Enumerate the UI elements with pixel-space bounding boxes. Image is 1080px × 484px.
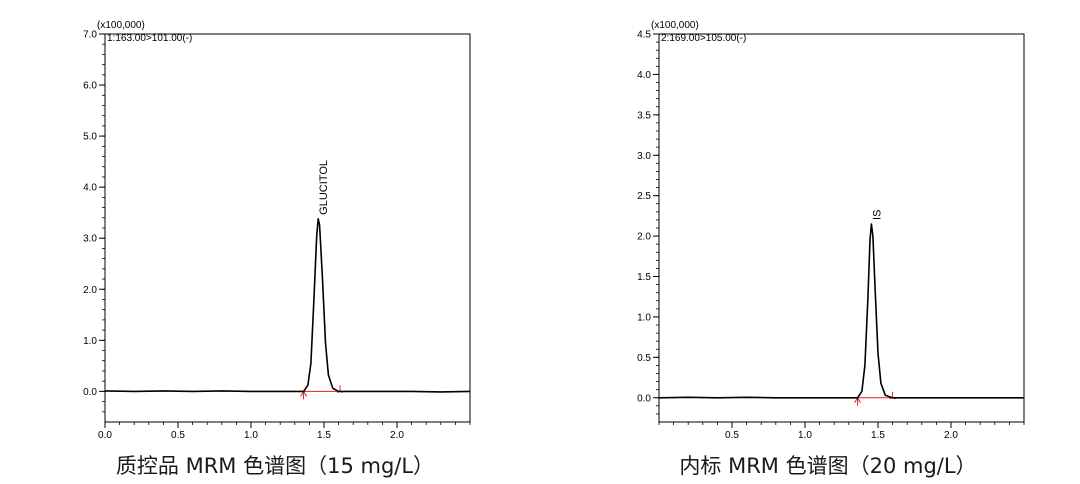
y-tick-label: 1.0 [637,312,651,323]
y-tick-label: 4.5 [637,30,651,41]
y-tick-label: 6.0 [83,81,97,92]
y-tick-label: 3.0 [83,234,97,245]
chart-panel-2: 0.0 0.5 1.0 1.5 2.0 2.5 3.0 3.5 4.0 4.5 0.5 1.0 1.5 2… [637,20,1025,478]
chart-caption: 质控品 MRM 色谱图（15 mg/L） [116,454,434,478]
x-tick-label: 2.0 [944,430,958,441]
integration-start-marker [854,396,861,406]
y-tick-label: 0.0 [83,387,97,398]
peak-label: IS [871,210,883,220]
y-tick-label: 2.5 [637,191,651,202]
scale-note: (x100,000) [651,20,699,31]
y-tick-label: 4.0 [637,70,651,81]
x-tick-label: 2.0 [390,430,404,441]
y-tick-label: 2.0 [637,232,651,243]
x-tick-label: 0.5 [725,430,739,441]
chromatogram-line [104,218,471,393]
x-tick-label: 1.0 [244,430,258,441]
y-tick-label: 0.0 [637,393,651,404]
chromatogram-line [658,223,1024,399]
y-tick-label: 3.0 [637,151,651,162]
channel-label: 1:163.00>101.00(-) [107,33,192,44]
plot-frame [104,33,471,423]
channel-label: 2:169.00>105.00(-) [661,33,746,44]
y-tick-label: 7.0 [83,30,97,41]
x-tick-label: 0.5 [171,430,185,441]
peak-label: GLUCITOL [318,160,330,215]
integration-start-marker [300,390,307,400]
x-tick-label: 1.5 [871,430,885,441]
chart-panel-1: 0.0 1.0 2.0 3.0 4.0 5.0 6.0 7.0 0.0 0.5 1.0 1.5 2.0 (… [83,20,471,478]
plot-frame [658,33,1025,423]
y-tick-label: 1.0 [83,336,97,347]
x-tick-label: 0.0 [98,430,112,441]
chart-caption: 内标 MRM 色谱图（20 mg/L） [679,454,976,478]
y-tick-label: 5.0 [83,132,97,143]
x-tick-label: 1.0 [798,430,812,441]
y-tick-label: 2.0 [83,285,97,296]
y-tick-label: 3.5 [637,110,651,121]
scale-note: (x100,000) [97,20,145,31]
y-tick-label: 1.5 [637,272,651,283]
y-tick-label: 0.5 [637,353,651,364]
x-tick-label: 1.5 [317,430,331,441]
y-tick-label: 4.0 [83,183,97,194]
